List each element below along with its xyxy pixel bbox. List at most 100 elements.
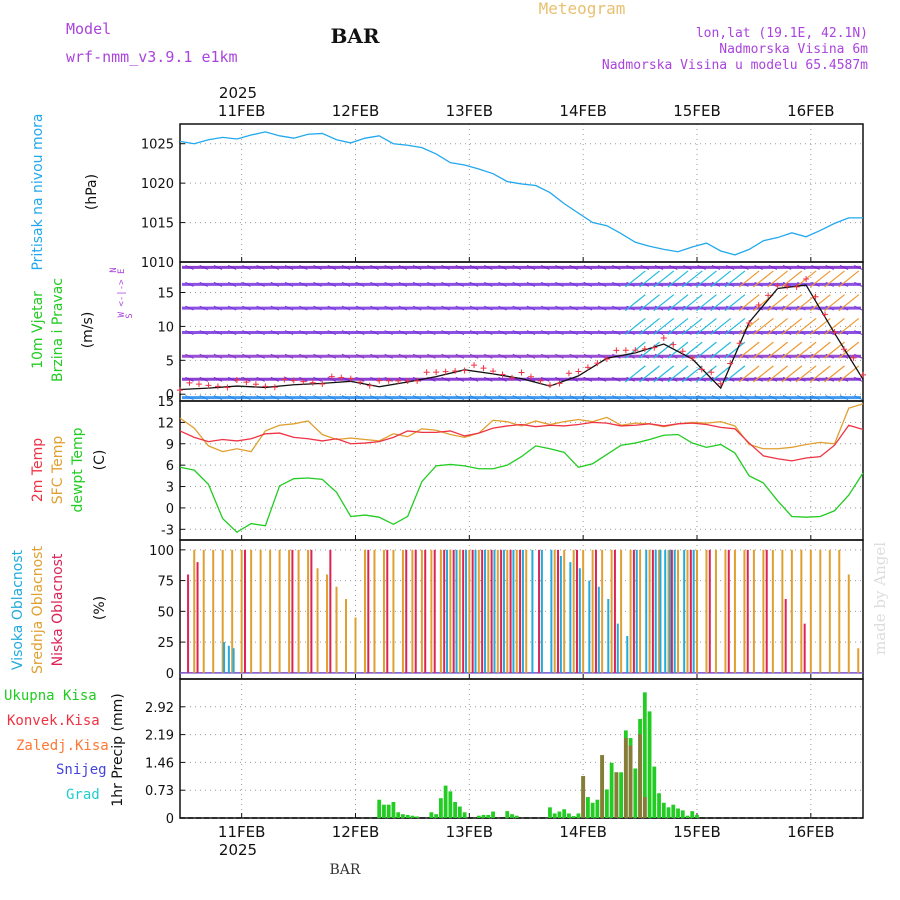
y-tick-label: 75 (157, 575, 174, 590)
conv-precip-bar (614, 772, 619, 818)
panel-frame (179, 539, 864, 680)
wind-arrow (412, 353, 422, 359)
wind-gust-marker (433, 369, 440, 376)
wind-gust-marker (395, 377, 402, 384)
y-tick-label: 3 (166, 481, 174, 496)
wind-unit: (m/s) (80, 312, 96, 349)
wind-gust-marker (689, 354, 696, 361)
wind-arrow (455, 395, 465, 401)
wind-arrow (683, 305, 692, 311)
wind-arrow (854, 395, 863, 401)
wind-arrow (299, 330, 308, 335)
wind-arrow (185, 305, 194, 311)
panel-temperature: -3 0 3 6 9 12 15 (157, 395, 864, 541)
wind-arrow (484, 376, 493, 382)
wind-arrow (740, 395, 749, 401)
wind-arrow (825, 353, 835, 359)
wind-gust-marker (404, 377, 411, 384)
wind-arrow (242, 281, 251, 287)
wind-arrow (213, 395, 223, 401)
wind-gust-marker (186, 379, 193, 386)
wind-arrow (526, 330, 536, 335)
strong-wind-arrow (795, 317, 817, 335)
pressure-series (179, 131, 863, 256)
wind-arrow (825, 376, 835, 382)
wind-arrow (555, 264, 564, 270)
panel-precip: 0 0.73 1.46 2.19 2.92 (145, 678, 864, 827)
strong-wind-arrow (838, 341, 860, 359)
temp2m-line (179, 421, 864, 462)
wind-gust-marker (442, 368, 449, 375)
wind-arrow (811, 305, 820, 311)
wind-arrow (839, 353, 849, 359)
total-precip-bar (671, 804, 676, 818)
wind-arrow (540, 264, 550, 270)
wind-arrow (540, 330, 550, 335)
wind-gust-marker (784, 283, 791, 290)
wind-arrow (583, 376, 593, 382)
footer-station: BAR (330, 862, 361, 878)
wind-arrow (740, 376, 749, 382)
wind-arrow (711, 330, 721, 335)
wind-arrow (299, 281, 308, 287)
wind-gust-marker (755, 301, 762, 308)
wind-arrow (384, 330, 393, 335)
strong-wind-arrow (753, 270, 774, 288)
wind-arrow (284, 353, 294, 359)
wind-arrow (356, 264, 365, 270)
wind-arrow (185, 330, 194, 335)
wind-arrow (583, 330, 593, 335)
wind-arrow (398, 353, 408, 359)
strong-wind-arrow (696, 270, 717, 288)
strong-wind-arrow (809, 365, 831, 383)
wind-arrow (199, 264, 208, 270)
wind-arrow (782, 376, 792, 382)
wind-arrow (512, 305, 521, 311)
wind-arrow (227, 281, 237, 287)
cloud-series (180, 549, 863, 674)
wind-arrow (256, 353, 265, 359)
temperature-series (179, 403, 864, 533)
wind-arrow (327, 264, 337, 270)
wind-gust-marker (622, 347, 629, 354)
wind-arrow (654, 395, 664, 401)
wind-arrow (384, 395, 393, 401)
total-precip-bar (633, 768, 638, 818)
total-precip-bar (491, 811, 495, 818)
strong-wind-arrow (724, 341, 746, 359)
wind-arrow (299, 395, 308, 401)
wind-arrow (697, 395, 706, 401)
strong-wind-arrow (753, 365, 774, 383)
wind-gust-marker (603, 355, 610, 362)
total-precip-bar (382, 804, 386, 818)
wind-arrow (597, 281, 607, 287)
high-cloud-label: Visoka Oblacnost (10, 549, 26, 670)
wind-arrow (341, 330, 351, 335)
wind-gust-marker (632, 347, 639, 354)
wind-arrow (455, 376, 465, 382)
wind-arrow (583, 353, 593, 359)
wind-arrow (782, 353, 792, 359)
wind-gust-marker (290, 377, 297, 384)
wind-gust-marker (452, 368, 459, 375)
wind-arrow (498, 281, 507, 287)
bottom-day-label: 12FEB (332, 823, 379, 841)
wind-arrow (412, 330, 422, 335)
wind-arrow (370, 281, 379, 287)
wind-gust-marker (736, 340, 743, 347)
wind-gust-marker (177, 387, 183, 394)
wind-arrow (427, 305, 436, 311)
wind-arrow (427, 353, 436, 359)
strong-wind-arrow (710, 317, 732, 335)
wind-arrow (242, 353, 251, 359)
total-precip-bar (443, 785, 448, 818)
wind-arrow (313, 305, 322, 311)
wind-gust-marker (300, 378, 307, 385)
wind-gust-marker (271, 384, 278, 391)
wind-arrow (327, 353, 337, 359)
wind-ylabel-line2: Brzina i Pravac (50, 278, 66, 382)
wind-arrow (512, 264, 521, 270)
total-precip-bar (481, 814, 486, 818)
precip-series (180, 692, 863, 819)
total-precip-bar (652, 766, 657, 818)
